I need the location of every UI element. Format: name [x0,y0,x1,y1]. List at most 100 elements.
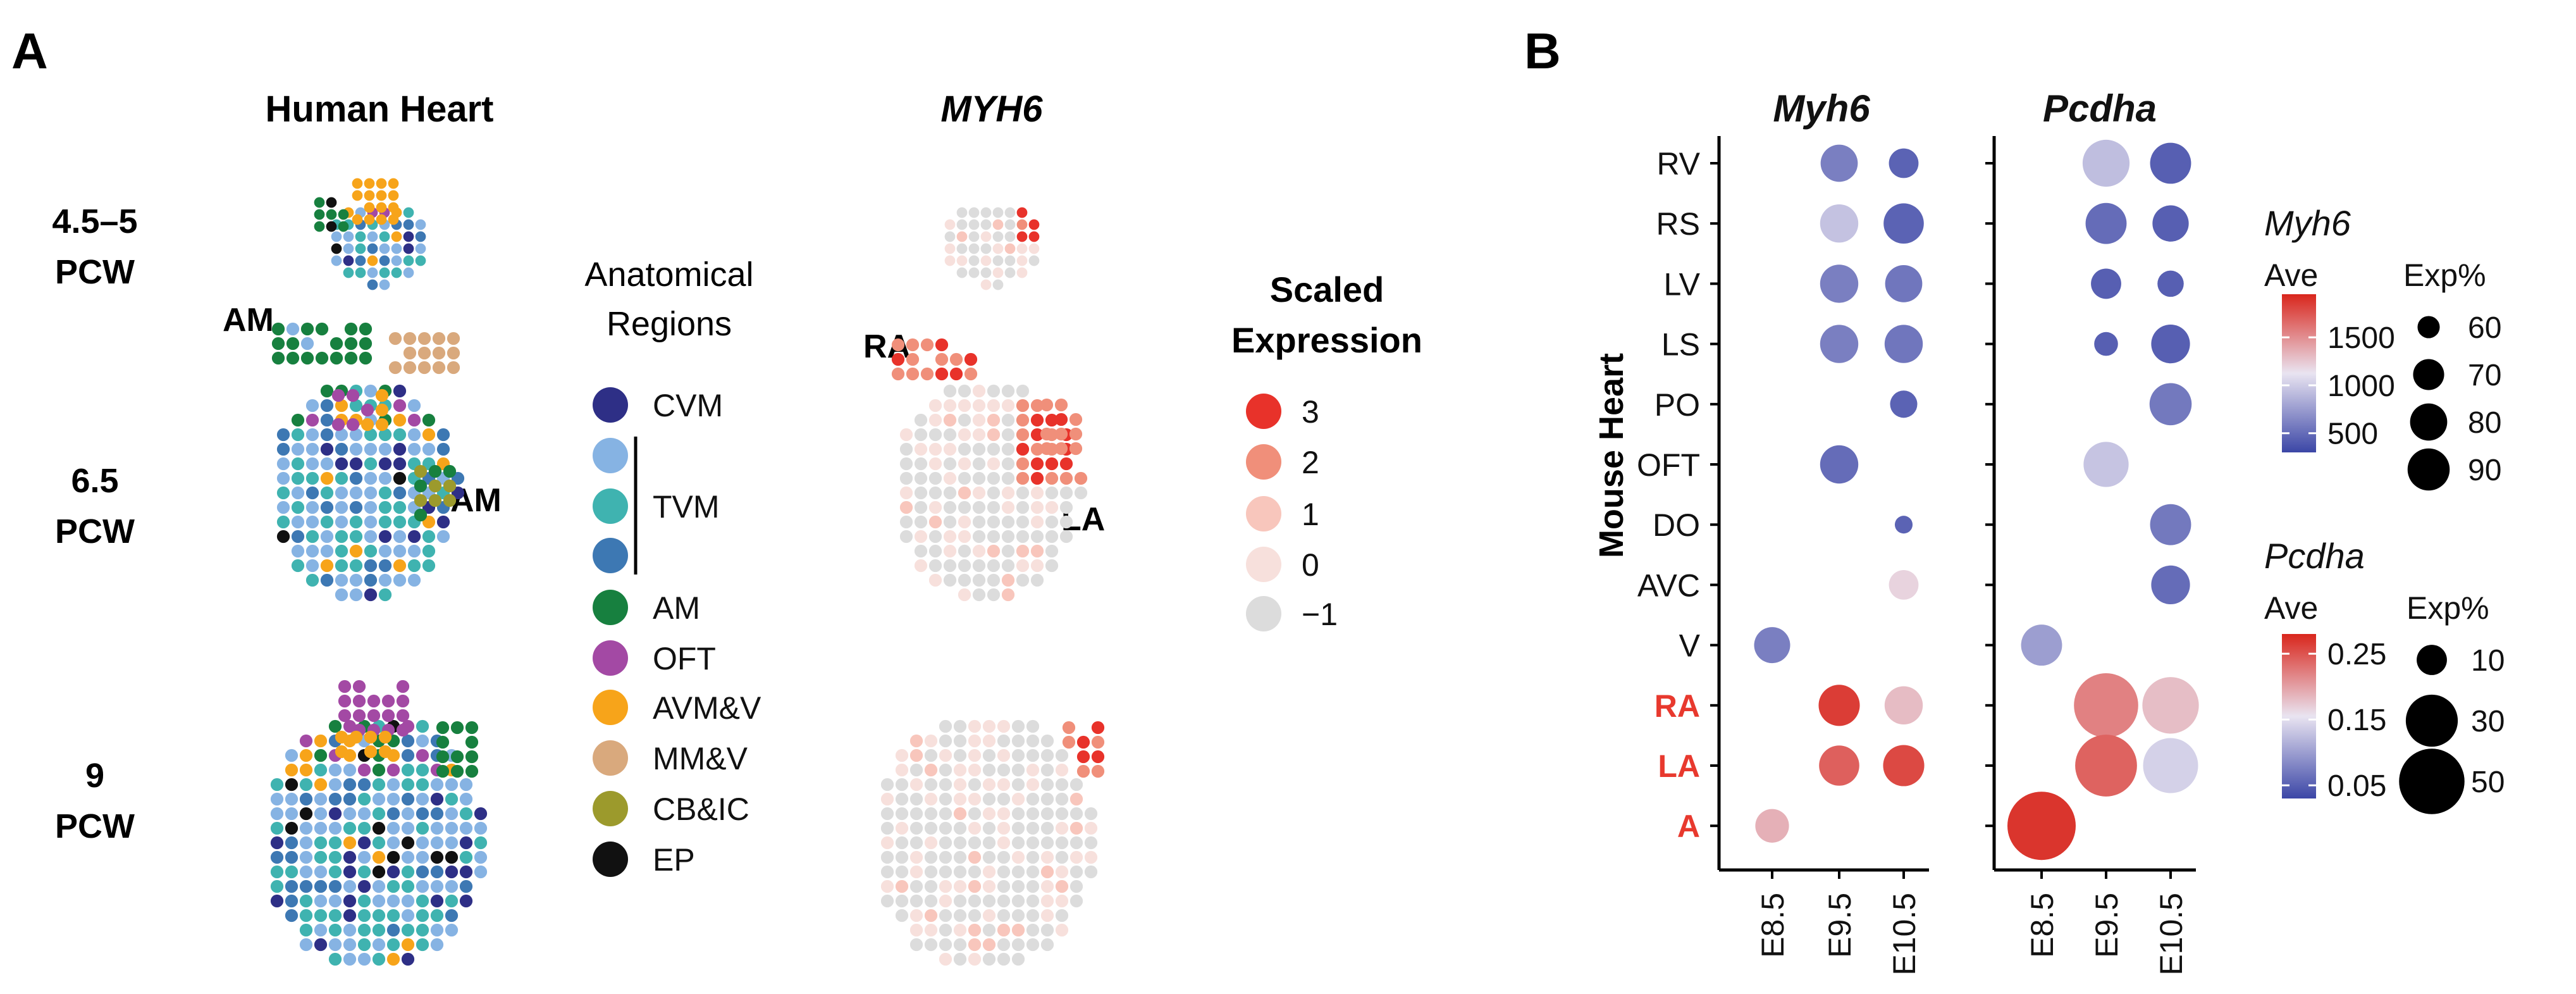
spot [909,879,923,893]
spot [953,749,967,762]
spot [924,850,938,864]
spot [1040,427,1054,441]
spot [1016,515,1030,529]
spot [285,894,299,908]
spot [415,219,426,230]
spot [992,243,1004,254]
expression-legend-key [1246,496,1281,531]
spot [997,719,1011,733]
spot [357,850,371,864]
spot [364,544,378,558]
x-tick-label: E9.5 [1822,893,1858,958]
spot [401,952,415,966]
spot [330,351,343,365]
expression-spot-map [944,207,1040,290]
dot-myh6-po-e105 [1890,390,1918,418]
spot [386,879,400,893]
spot [1028,231,1040,242]
spot [1001,486,1015,500]
row-label-ls: LS [1661,327,1700,363]
spot [924,821,938,835]
spot [305,399,319,413]
dot-plot: RV RS LV LS PO OFT DO AVC V RA LA A Myh6 E8.5 E9.5 E10.… [1637,87,2199,976]
spot [285,865,299,879]
spot [1062,721,1076,735]
spot [1030,457,1044,471]
spot [403,332,417,345]
dot-myh6-oft-e95 [1820,445,1859,484]
spot [924,909,938,923]
spot [459,879,473,893]
spot [335,573,348,587]
spot [343,231,354,242]
spot [914,500,928,514]
spot [997,807,1011,821]
spot [1076,764,1090,778]
spot [958,530,971,544]
spot [1001,442,1015,456]
spot [899,457,913,471]
size-legend-dot [2399,749,2465,814]
spot [1001,500,1015,514]
spot [943,471,957,485]
dot-myh6-rv-e105 [1889,148,1919,178]
spot [982,865,996,879]
spot [436,442,450,456]
spot [997,749,1011,762]
spot [909,734,923,748]
size-legend-dot [2410,403,2448,441]
spot [372,792,386,806]
spot [436,515,450,529]
spot [1026,836,1040,850]
spot [355,255,366,266]
spot [343,952,357,966]
spot [393,544,407,558]
spot [328,938,342,952]
spot [968,923,982,937]
spot [271,337,285,351]
spot [299,778,313,792]
spot [1040,836,1054,850]
spot [378,471,392,485]
spot [364,190,375,201]
dot-pcdha-ra-e105 [2142,677,2199,734]
spot [343,255,354,266]
spot [982,894,996,908]
spot [422,530,436,544]
spot [401,923,415,937]
spot [276,500,290,514]
spot [320,442,334,456]
spot [968,778,982,792]
row-label-v: V [1679,628,1701,664]
spot [416,850,429,864]
spot [1040,850,1054,864]
spot-cluster [338,680,410,737]
spot [895,865,909,879]
dot-myh6-lv-e95 [1820,264,1859,303]
spot [880,865,894,879]
spot [909,749,923,762]
spot [914,486,928,500]
spot [1026,894,1040,908]
spot [953,909,967,923]
spot [355,267,366,278]
spot [972,442,986,456]
spot [939,763,952,777]
spot [379,243,390,254]
legend-exp-title: Exp% [2407,590,2489,626]
spot [939,938,952,952]
spot [1045,559,1059,573]
spot [305,573,319,587]
spot [944,231,956,242]
spot [1030,442,1044,456]
spot [880,778,894,792]
spot [943,486,957,500]
spot [314,836,328,850]
spot [357,763,371,777]
spot [1045,544,1059,558]
spot [992,231,1004,242]
dot-pcdha-rs-e95 [2085,202,2127,244]
spot [305,428,319,442]
spot [378,730,392,744]
stage-3-line1: 9 [85,757,104,795]
